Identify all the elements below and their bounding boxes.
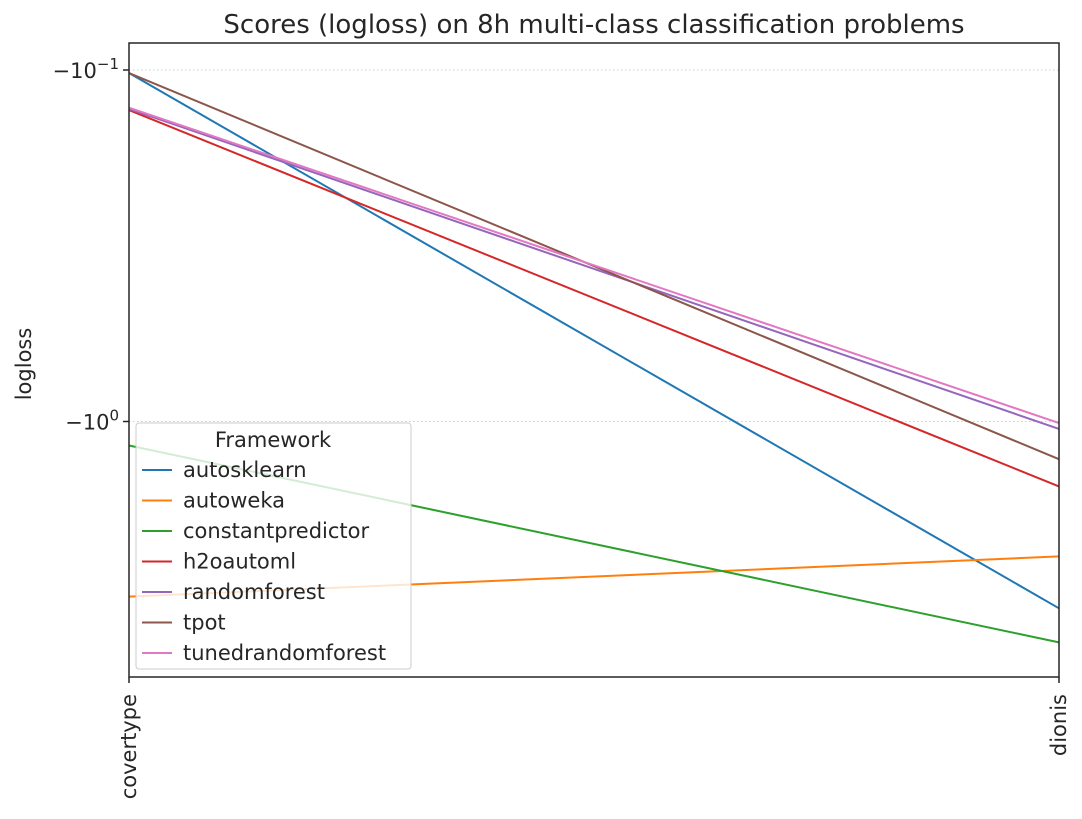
x-tick-label: covertype bbox=[117, 694, 141, 799]
legend-label-autoweka: autoweka bbox=[183, 489, 285, 513]
legend: Framework autosklearn autoweka constantpre… bbox=[135, 422, 412, 670]
series-line-randomforest bbox=[128, 107, 1060, 430]
y-tick-label-exponent: −1 bbox=[97, 55, 119, 73]
legend-label-autosklearn: autosklearn bbox=[183, 458, 307, 482]
y-tick-label-exponent: 0 bbox=[109, 407, 119, 425]
y-tick-label: −10−1 bbox=[53, 55, 119, 83]
y-tick-label: −100 bbox=[65, 407, 119, 435]
legend-label-tunedrandomforest: tunedrandomforest bbox=[183, 641, 386, 665]
grid-lines bbox=[129, 69, 1059, 422]
y-axis-label: logloss bbox=[12, 328, 36, 401]
legend-label-h2oautoml: h2oautoml bbox=[183, 550, 296, 574]
legend-label-constantpredictor: constantpredictor bbox=[183, 519, 370, 543]
plot-frame bbox=[128, 42, 1060, 678]
legend-label-randomforest: randomforest bbox=[183, 580, 325, 604]
series-line-h2oautoml bbox=[128, 109, 1060, 488]
y-tick-label-base: −10 bbox=[65, 411, 109, 435]
y-tick-labels: −10−1−100 bbox=[53, 55, 129, 435]
series-line-tunedrandomforest bbox=[128, 106, 1060, 424]
y-tick-label-base: −10 bbox=[53, 59, 97, 83]
chart-title: Scores (logloss) on 8h multi-class class… bbox=[223, 10, 964, 40]
legend-title: Framework bbox=[215, 428, 332, 452]
legend-box bbox=[135, 422, 412, 670]
x-tick-labels: covertype dionis bbox=[117, 677, 1071, 799]
legend-label-tpot: tpot bbox=[183, 611, 226, 635]
x-tick-label: dionis bbox=[1047, 694, 1071, 756]
series-lines bbox=[128, 72, 1060, 644]
